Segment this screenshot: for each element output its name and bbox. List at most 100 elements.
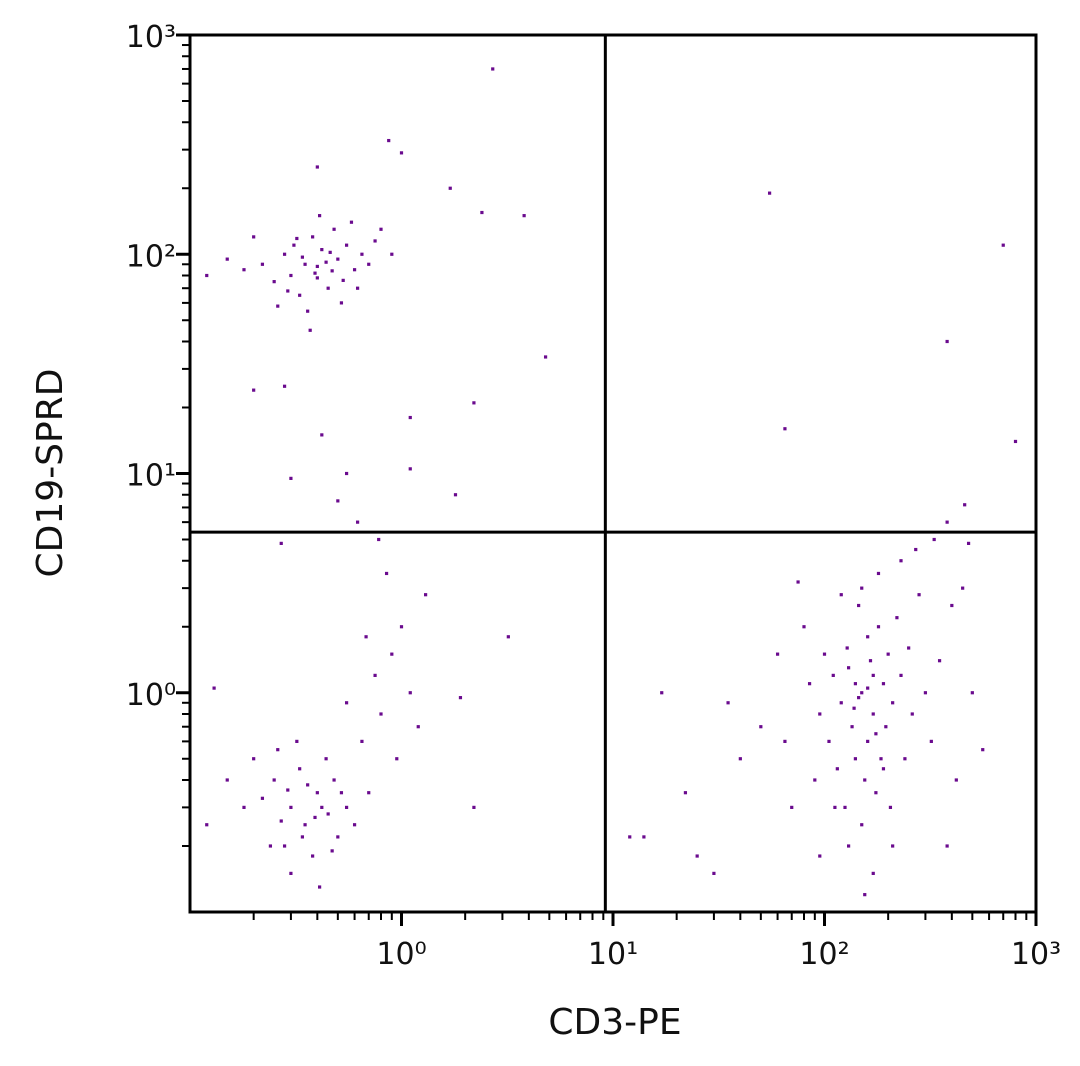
point bbox=[738, 757, 742, 761]
point bbox=[242, 268, 246, 272]
point bbox=[344, 243, 349, 247]
point bbox=[835, 767, 839, 771]
point bbox=[286, 289, 290, 293]
point bbox=[868, 659, 873, 663]
point bbox=[981, 748, 985, 752]
point bbox=[303, 262, 307, 266]
point bbox=[726, 701, 730, 705]
point bbox=[282, 844, 287, 848]
point bbox=[367, 262, 371, 266]
point bbox=[907, 646, 911, 650]
point bbox=[289, 871, 293, 875]
point bbox=[360, 739, 364, 743]
point bbox=[448, 186, 452, 190]
point bbox=[899, 673, 903, 677]
point bbox=[416, 725, 420, 729]
point bbox=[879, 757, 883, 761]
point bbox=[884, 725, 888, 729]
point bbox=[306, 309, 310, 313]
x-tick-label: 10² bbox=[799, 937, 849, 972]
point bbox=[628, 835, 632, 839]
point bbox=[318, 885, 322, 889]
y-axis-label: CD19-SPRD bbox=[30, 369, 71, 578]
point bbox=[324, 260, 328, 264]
point bbox=[888, 805, 893, 809]
point bbox=[352, 268, 357, 272]
point bbox=[759, 725, 763, 729]
point bbox=[822, 652, 827, 656]
point bbox=[881, 682, 886, 686]
point bbox=[850, 725, 854, 729]
point bbox=[387, 138, 391, 143]
point bbox=[295, 739, 299, 743]
point bbox=[831, 673, 835, 677]
point bbox=[860, 586, 864, 590]
point bbox=[802, 625, 806, 629]
point bbox=[313, 815, 317, 820]
point bbox=[336, 835, 340, 839]
point bbox=[320, 805, 324, 809]
point bbox=[303, 823, 307, 827]
point bbox=[320, 248, 324, 252]
point bbox=[355, 520, 360, 524]
point bbox=[252, 388, 256, 392]
point bbox=[295, 236, 299, 241]
point bbox=[339, 301, 344, 305]
point bbox=[408, 415, 412, 420]
point bbox=[874, 791, 878, 795]
point bbox=[881, 767, 886, 771]
point bbox=[945, 339, 949, 344]
point bbox=[205, 273, 209, 278]
point bbox=[860, 691, 864, 695]
point bbox=[839, 593, 843, 597]
point bbox=[961, 586, 965, 590]
point bbox=[311, 235, 315, 239]
point bbox=[298, 293, 302, 297]
point bbox=[225, 257, 229, 261]
point bbox=[315, 791, 319, 795]
point bbox=[1013, 439, 1018, 444]
point bbox=[846, 666, 851, 670]
point bbox=[876, 571, 881, 576]
point bbox=[289, 805, 293, 809]
point bbox=[292, 243, 296, 247]
point bbox=[326, 812, 330, 816]
point bbox=[846, 844, 851, 848]
point bbox=[242, 805, 246, 809]
point bbox=[268, 844, 273, 848]
point bbox=[963, 503, 967, 507]
point bbox=[332, 778, 336, 782]
point bbox=[543, 355, 548, 359]
point bbox=[923, 691, 928, 695]
point bbox=[783, 739, 787, 743]
point bbox=[364, 635, 368, 639]
point bbox=[336, 499, 340, 503]
point bbox=[379, 712, 383, 716]
point bbox=[833, 805, 837, 809]
point bbox=[871, 871, 875, 875]
point bbox=[954, 778, 958, 782]
point bbox=[827, 739, 831, 743]
x-tick-label: 10⁰ bbox=[376, 937, 426, 972]
y-tick-label: 10¹ bbox=[126, 459, 176, 494]
point bbox=[252, 235, 256, 239]
point bbox=[298, 767, 302, 771]
point bbox=[863, 778, 867, 782]
point bbox=[395, 757, 399, 761]
point bbox=[282, 384, 287, 388]
point bbox=[306, 783, 310, 787]
point bbox=[318, 214, 322, 218]
point bbox=[320, 433, 324, 437]
point bbox=[286, 788, 290, 792]
point bbox=[818, 712, 822, 716]
point bbox=[767, 191, 772, 195]
point bbox=[324, 757, 328, 761]
y-tick-label: 10³ bbox=[126, 20, 176, 55]
point bbox=[874, 732, 878, 736]
point bbox=[399, 625, 404, 629]
point bbox=[289, 476, 293, 480]
point bbox=[352, 823, 357, 827]
point bbox=[818, 854, 822, 858]
point bbox=[899, 559, 903, 563]
point bbox=[341, 278, 345, 282]
